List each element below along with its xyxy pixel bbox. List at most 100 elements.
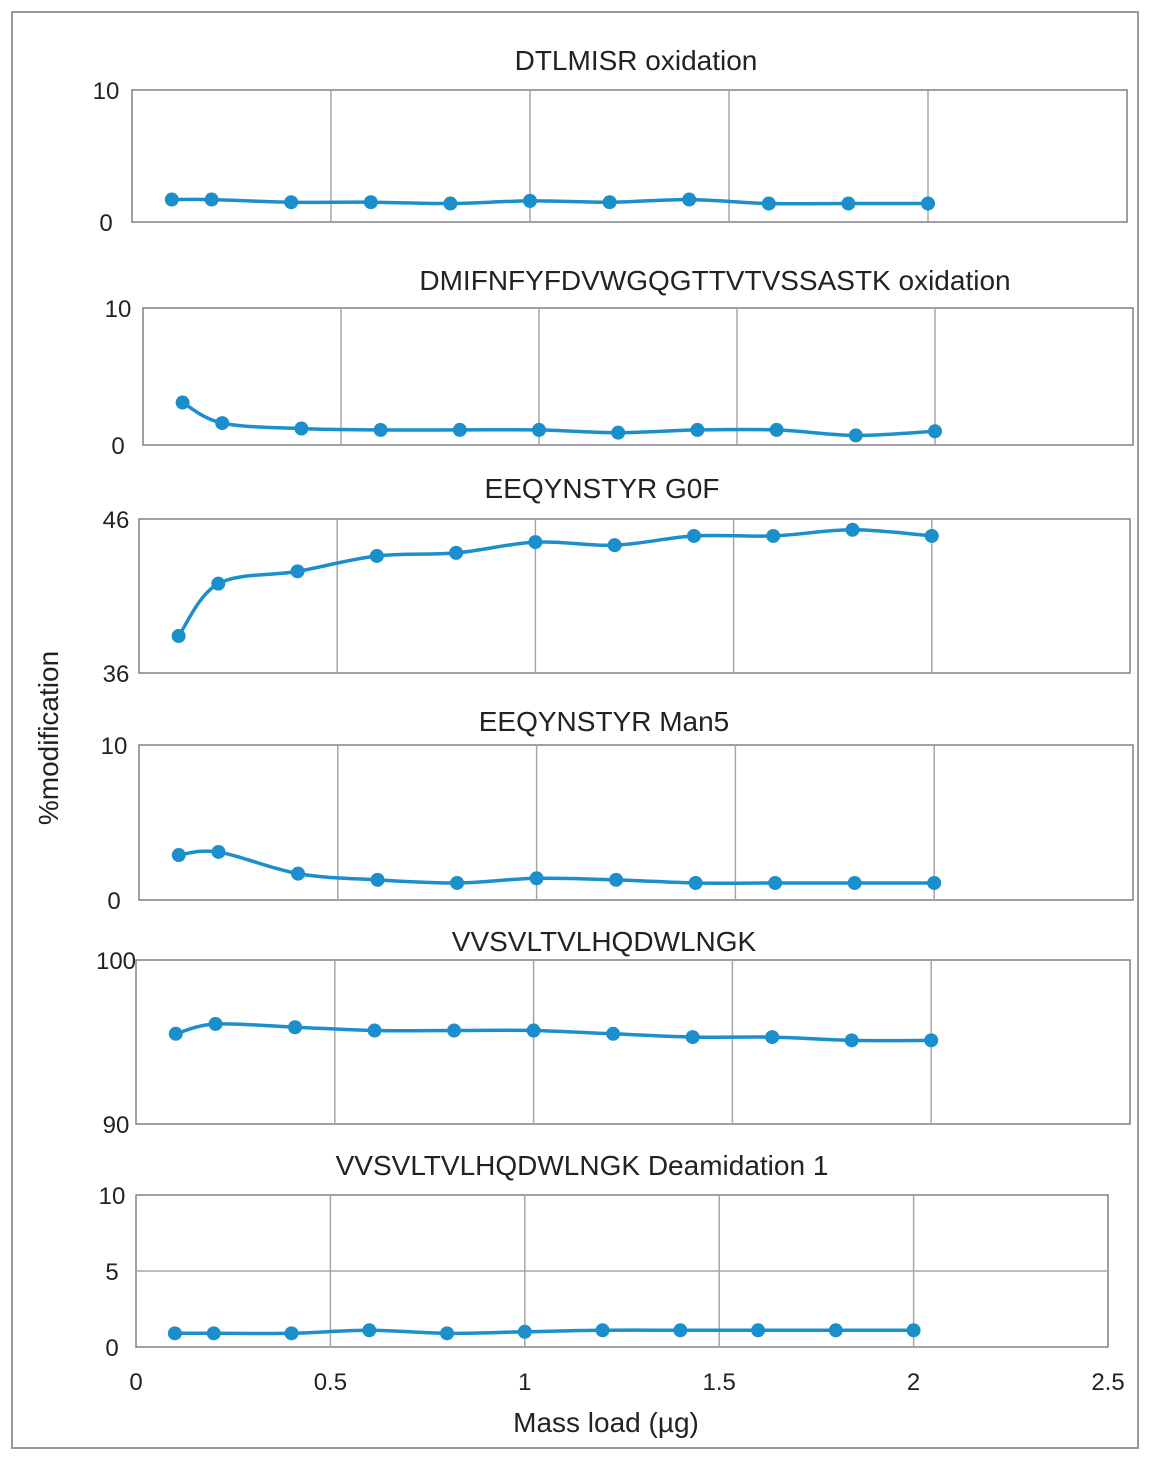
data-point [294,421,309,436]
chart-title: DMIFNFYFDVWGQGTTVTVSSASTK oxidation [419,265,1010,296]
y-tick-label: 36 [103,661,130,688]
y-tick-label: 100 [96,948,136,975]
x-axis: 0 0.5 1 1.5 2 2.5 [129,1369,1124,1396]
x-tick-label: 1 [518,1369,531,1396]
y-tick-label: 10 [101,733,128,760]
data-point [928,424,942,439]
y-tick-label: 10 [99,1183,126,1210]
chart-title: VVSVLTVLHQDWLNGK Deamidation 1 [336,1150,829,1181]
chart-panel: EEQYNSTYR Man5 10 0 [101,706,1134,915]
data-point [529,871,544,886]
y-tick-label: 5 [105,1259,118,1286]
data-point [845,522,860,537]
y-tick-label: 0 [107,888,120,915]
data-point [167,1326,182,1341]
data-point [447,1023,462,1038]
data-point [685,1030,700,1045]
data-point [841,196,856,211]
data-point [452,422,467,437]
plot-frame [142,307,1134,446]
data-point [751,1323,766,1338]
chart-panel: DTLMISR oxidation 10 0 [93,45,1128,237]
data-point [370,872,385,887]
x-tick-label: 1.5 [703,1369,736,1396]
chart-title: EEQYNSTYR G0F [485,473,720,504]
plot-frame [131,89,1128,223]
data-point [443,196,458,211]
data-point [290,564,305,579]
data-point [175,395,190,410]
data-point [164,192,179,207]
data-point [768,875,783,890]
data-point [373,422,388,437]
data-point [828,1323,843,1338]
data-point [440,1326,455,1341]
y-tick-label: 0 [111,433,124,460]
y-tick-label: 90 [103,1112,130,1139]
data-point [211,576,226,591]
data-point [211,844,226,859]
data-point [844,1033,859,1048]
plot-frame [138,744,1134,901]
data-point [206,1326,221,1341]
y-tick-label: 46 [103,507,130,534]
chart-title: EEQYNSTYR Man5 [479,706,730,737]
data-point [690,422,705,437]
panels: DTLMISR oxidation100DMIFNFYFDVWGQGTTVTVS… [93,45,1134,1362]
data-point [607,538,622,553]
chart-panel: VVSVLTVLHQDWLNGK 100 90 [96,926,1131,1139]
data-point [215,416,230,431]
chart-panel: DMIFNFYFDVWGQGTTVTVSSASTK oxidation 10 0 [105,265,1134,460]
data-point [171,848,186,863]
data-point [168,1026,183,1041]
data-point [284,1326,299,1341]
data-point [847,875,862,890]
data-point [291,866,306,881]
data-point [686,528,701,543]
data-point [609,872,624,887]
x-axis-title: Mass load (µg) [513,1407,699,1438]
chart-title: VVSVLTVLHQDWLNGK [452,926,757,957]
data-point [523,193,537,208]
x-tick-label: 0.5 [314,1369,347,1396]
data-point [673,1323,688,1338]
data-point [595,1323,610,1338]
chart-panel: VVSVLTVLHQDWLNGK Deamidation 1 10 5 0 [99,1150,1109,1362]
data-point [517,1324,532,1339]
data-point [369,548,384,563]
x-tick-label: 2.5 [1091,1369,1124,1396]
data-point [682,192,697,207]
data-point [611,425,626,440]
y-tick-label: 0 [105,1335,118,1362]
data-point [367,1023,382,1038]
figure-border [11,11,1139,1449]
data-point [761,196,776,211]
data-point [927,875,942,890]
plot-frame [138,518,1131,674]
data-point [450,875,465,890]
plot-frame [135,959,1131,1125]
data-point [769,422,784,437]
y-tick-label: 0 [99,210,112,237]
data-point [171,629,186,644]
data-point [204,192,219,207]
data-point [363,195,378,210]
data-point [526,1023,541,1038]
x-tick-label: 2 [907,1369,920,1396]
chart-title: DTLMISR oxidation [515,45,758,76]
data-point [528,535,543,550]
x-tick-label: 0 [129,1369,142,1396]
data-point [602,195,617,210]
data-point [924,528,939,543]
y-tick-label: 10 [93,78,120,105]
data-point [765,1030,780,1045]
y-axis-title: %modification [33,651,64,825]
data-point [688,875,703,890]
data-point [449,545,464,560]
data-point [924,1033,939,1048]
data-point [606,1026,621,1041]
y-tick-label: 10 [105,296,132,323]
data-point [848,428,863,443]
